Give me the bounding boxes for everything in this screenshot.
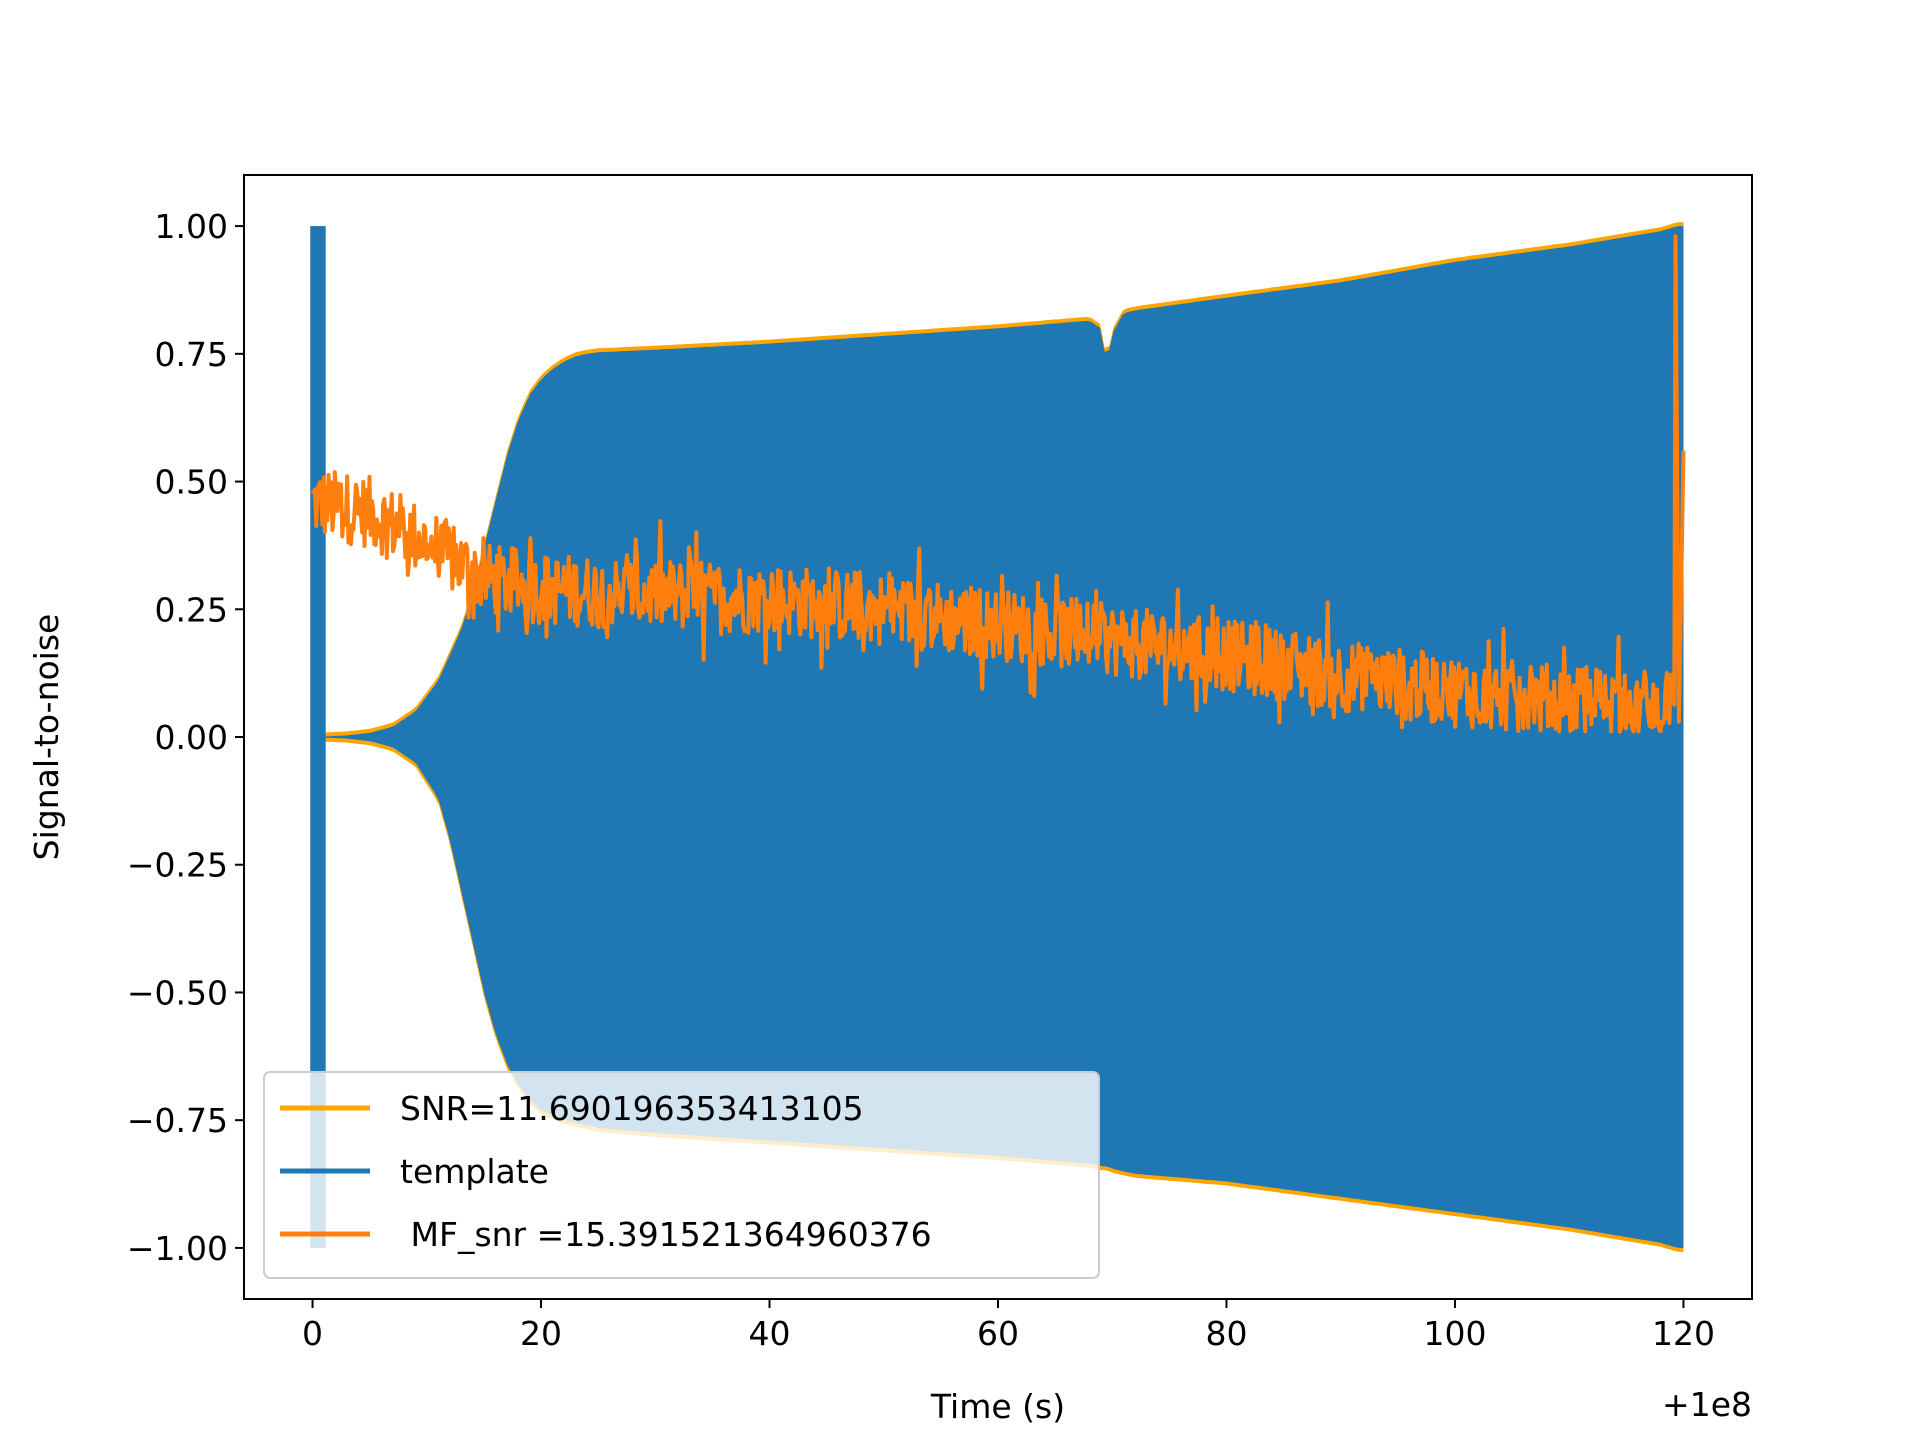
x-axis-label: Time (s) [930, 1387, 1065, 1426]
legend-label-mf-snr: MF_snr =15.391521364960376 [400, 1215, 932, 1254]
y-axis: 1.00 0.75 0.50 0.25 0.00 −0.25 −0.50 −0.75 −1.00 [127, 207, 244, 1268]
y-tick-label: −0.50 [127, 973, 228, 1012]
legend: SNR=11.690196353413105 template MF_snr =… [263, 1071, 1100, 1279]
legend-box [263, 1071, 1100, 1279]
y-tick-label: 1.00 [155, 207, 228, 246]
y-tick-label: 0.75 [155, 335, 228, 374]
y-tick-label: 0.25 [155, 590, 228, 629]
y-tick-label: 0.00 [155, 718, 228, 757]
x-tick-label: 60 [977, 1314, 1019, 1353]
plot-area [310, 222, 1686, 1252]
y-axis-label: Signal-to-noise [27, 614, 66, 861]
y-tick-label: −0.75 [127, 1101, 228, 1140]
legend-label-template: template [400, 1152, 549, 1191]
x-tick-label: 100 [1423, 1314, 1486, 1353]
x-tick-label: 80 [1205, 1314, 1247, 1353]
x-tick-label: 120 [1652, 1314, 1715, 1353]
x-tick-label: 40 [749, 1314, 791, 1353]
legend-label-snr: SNR=11.690196353413105 [400, 1089, 864, 1128]
y-tick-label: −1.00 [127, 1229, 228, 1268]
series-template-envelope [316, 226, 1684, 1248]
y-tick-label: −0.25 [127, 846, 228, 885]
x-offset-label: +1e8 [1662, 1385, 1752, 1424]
x-tick-label: 20 [520, 1314, 562, 1353]
x-tick-label: 0 [302, 1314, 323, 1353]
y-tick-label: 0.50 [155, 463, 228, 502]
series-mf-snr-line [310, 234, 1686, 734]
x-axis: 0 20 40 60 80 100 120 [302, 1299, 1715, 1353]
